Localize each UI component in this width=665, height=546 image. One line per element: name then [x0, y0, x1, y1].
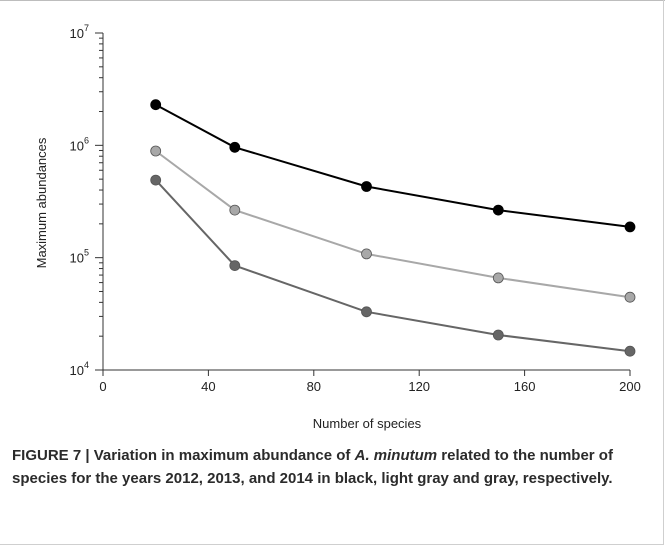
y-tick-label: 104 — [70, 360, 89, 378]
data-point — [624, 291, 636, 303]
data-point — [229, 141, 241, 153]
data-point — [492, 329, 504, 341]
top-border — [0, 0, 665, 1]
y-tick-label: 105 — [70, 248, 89, 266]
data-point — [492, 272, 504, 284]
series-line-3 — [154, 179, 631, 353]
y-axis-label: Maximum abundances — [34, 137, 49, 268]
y-tick-label: 106 — [70, 135, 89, 153]
x-axis-label: Number of species — [313, 416, 422, 431]
series-lines — [154, 103, 631, 353]
data-point — [150, 99, 162, 111]
series-points — [150, 99, 636, 357]
caption-species: A. minutum — [354, 447, 438, 464]
data-point — [624, 221, 636, 233]
chart-area: 0 40 80 120 160 200 104 105 106 107 Number of spe… — [34, 23, 641, 431]
data-point — [361, 306, 372, 318]
data-point — [624, 345, 636, 357]
x-tick-label: 200 — [619, 379, 641, 394]
data-point — [361, 248, 372, 260]
x-tick-label: 120 — [408, 379, 430, 394]
series-line-2 — [155, 150, 631, 299]
series-line-1 — [155, 103, 631, 228]
chart-svg: 0 40 80 120 160 200 104 105 106 107 Number of spe… — [34, 23, 641, 431]
data-point — [361, 181, 372, 192]
data-point — [492, 204, 504, 216]
data-point — [229, 204, 241, 216]
y-tick-label: 107 — [70, 23, 89, 41]
caption-text: related to the number of species for the… — [12, 447, 613, 487]
x-tick-label: 40 — [201, 379, 215, 394]
x-tick-label: 0 — [99, 379, 106, 394]
x-tick-label: 80 — [307, 379, 321, 394]
caption-label: FIGURE 7 | Variation in maximum abundanc… — [12, 447, 355, 464]
data-point — [229, 260, 241, 272]
axes: 0 40 80 120 160 200 104 105 106 107 — [70, 23, 641, 394]
x-tick-label: 160 — [514, 379, 536, 394]
data-point — [150, 174, 162, 186]
data-point — [150, 145, 162, 157]
figure-caption: FIGURE 7 | Variation in maximum abundanc… — [12, 444, 652, 490]
